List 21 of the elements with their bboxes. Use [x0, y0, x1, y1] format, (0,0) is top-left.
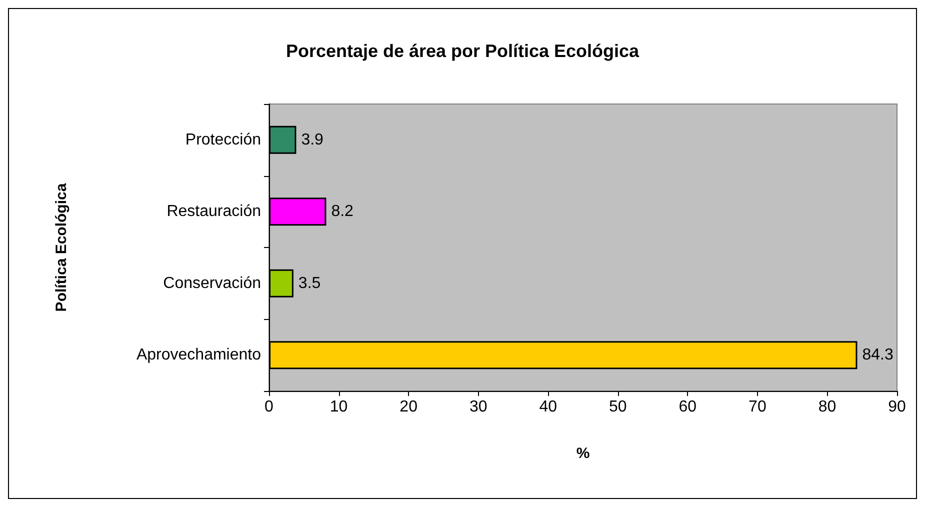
x-tick-label: 50: [608, 398, 627, 416]
x-tick-label: 10: [330, 398, 348, 416]
data-label: 8.2: [331, 203, 354, 220]
x-tick-label: 90: [888, 398, 906, 416]
x-tick-label: 20: [400, 398, 418, 416]
chart-title: Porcentaje de área por Política Ecológica: [286, 41, 640, 61]
x-tick-label: 0: [264, 398, 274, 416]
x-tick-label: 40: [539, 398, 558, 416]
x-tick-label: 70: [748, 398, 766, 416]
data-label: 84.3: [862, 346, 894, 364]
y-tick-label: Protección: [185, 131, 261, 148]
x-tick-label: 30: [469, 398, 488, 416]
y-tick-label: Conservación: [163, 274, 261, 292]
data-label: 3.5: [298, 274, 321, 292]
y-axis-title: Política Ecológica: [53, 182, 70, 312]
x-tick-label: 80: [818, 398, 836, 416]
data-label: 3.9: [301, 131, 324, 148]
x-axis-title: %: [576, 445, 590, 462]
y-tick-label: Aprovechamiento: [136, 346, 262, 364]
y-tick-label: Restauración: [166, 203, 261, 220]
x-tick-label: 60: [678, 398, 697, 416]
